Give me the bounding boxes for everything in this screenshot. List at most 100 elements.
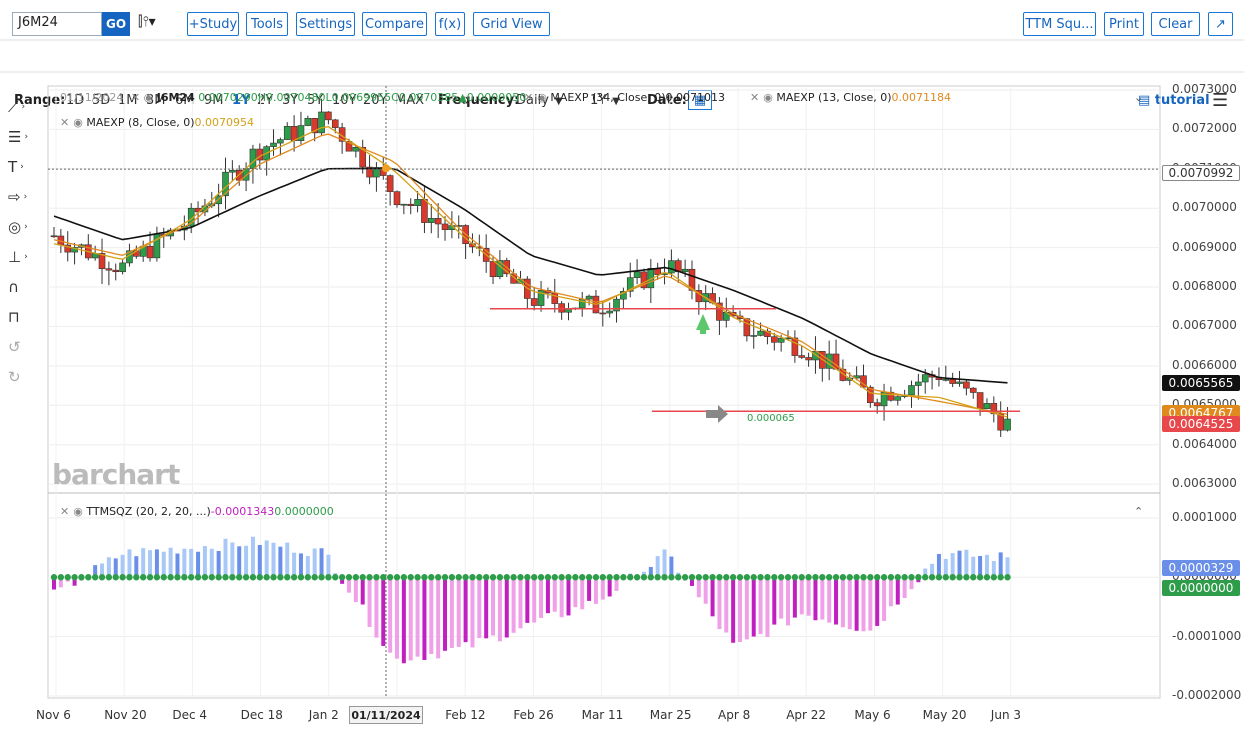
candle: [283, 126, 291, 140]
squeeze-dot: [867, 574, 874, 581]
redo-icon[interactable]: ↻: [8, 368, 21, 386]
close-icon[interactable]: ✕: [524, 91, 534, 104]
period-select[interactable]: 1Y ▼: [590, 93, 620, 108]
candle: [331, 119, 339, 128]
candlestick-icon[interactable]: ⫿⫯▾: [138, 14, 156, 30]
range-3m[interactable]: 3M: [146, 93, 166, 108]
magnet-icon[interactable]: ∩: [8, 278, 19, 296]
x-tick-label: May 20: [922, 708, 967, 722]
candle: [606, 310, 613, 314]
range-1m[interactable]: 1M: [118, 93, 138, 108]
histogram-bar: [765, 577, 770, 638]
eye-icon[interactable]: ◉: [763, 91, 777, 104]
close-icon[interactable]: ✕: [60, 505, 70, 518]
expand-icon[interactable]: ↗: [1208, 12, 1233, 36]
squeeze-dot: [894, 574, 901, 581]
arrow-tool-icon[interactable]: ⇨ ›: [8, 188, 28, 206]
squeeze-dot: [421, 574, 428, 581]
fx-button[interactable]: f(x): [435, 12, 465, 36]
print-button[interactable]: Print: [1104, 12, 1144, 36]
range-9m[interactable]: 9M: [204, 93, 224, 108]
clear-button[interactable]: Clear: [1151, 12, 1200, 36]
settings-button[interactable]: Settings: [296, 12, 355, 36]
close-icon[interactable]: ✕: [60, 116, 70, 129]
ttm-squeeze-button[interactable]: TTM Squ...: [1023, 12, 1096, 36]
measure-tool-icon[interactable]: ⊥ ›: [8, 248, 28, 266]
calendar-icon[interactable]: ▦: [688, 90, 712, 110]
symbol-input[interactable]: J6M24: [12, 12, 102, 36]
histogram-bar: [813, 577, 818, 621]
squeeze-dot: [441, 574, 449, 581]
histogram-bar: [875, 577, 880, 626]
range-3y[interactable]: 3Y: [282, 93, 299, 108]
eye-icon[interactable]: ◉: [73, 116, 87, 129]
squeeze-dot: [846, 574, 853, 581]
expand-chevron-icon[interactable]: ⌃: [1134, 505, 1144, 518]
squeeze-dot: [201, 574, 209, 581]
candle: [421, 199, 428, 223]
candle: [304, 118, 312, 126]
eye-icon[interactable]: ◉: [143, 91, 154, 104]
histogram-bar: [950, 553, 955, 578]
squeeze-dot: [160, 574, 167, 581]
candle: [969, 387, 977, 393]
close-icon[interactable]: ✕: [750, 91, 760, 104]
candle: [716, 302, 723, 321]
frequency-select[interactable]: Daily ▼: [516, 93, 563, 108]
candle: [976, 392, 984, 410]
range-20y[interactable]: 20Y: [363, 93, 388, 108]
range-10y[interactable]: 10Y: [332, 93, 357, 108]
histogram-bar: [250, 536, 255, 578]
candle: [359, 146, 367, 168]
range-5y[interactable]: 5Y: [307, 93, 324, 108]
tools-button[interactable]: Tools: [246, 12, 288, 36]
candle: [414, 199, 421, 206]
fib-tool-icon[interactable]: ☰ ›: [8, 128, 29, 146]
close-icon[interactable]: ✕: [130, 91, 141, 104]
collapse-chevron-icon[interactable]: ⌄: [1134, 91, 1144, 104]
range-1y[interactable]: 1Y: [232, 93, 251, 108]
study-button[interactable]: +Study: [187, 12, 239, 36]
candle: [873, 402, 881, 407]
range-5d[interactable]: 5D: [92, 93, 111, 108]
undo-icon[interactable]: ↺: [8, 338, 21, 356]
squeeze-dot: [208, 574, 215, 581]
candle: [1004, 418, 1011, 431]
shape-tool-icon[interactable]: ◎ ›: [8, 218, 28, 236]
tutorial-link[interactable]: ▤ tutorial: [1138, 93, 1210, 108]
squeeze-dot: [976, 574, 984, 581]
squeeze-dot: [750, 574, 757, 581]
go-button[interactable]: GO: [102, 12, 130, 36]
squeeze-dot: [188, 574, 195, 581]
text-tool-icon[interactable]: T ›: [8, 158, 24, 176]
candle: [908, 385, 915, 396]
eye-icon[interactable]: ◉: [537, 91, 551, 104]
range-6m[interactable]: 6M: [175, 93, 195, 108]
lock-icon[interactable]: ⊓: [8, 308, 20, 326]
squeeze-dot: [860, 574, 867, 581]
candle: [599, 312, 607, 315]
grid-view-button[interactable]: Grid View: [473, 12, 550, 36]
legend-close: C0.0070385: [391, 91, 459, 104]
ma-line-2: [53, 126, 1008, 418]
up-arrow-icon: [696, 314, 710, 334]
squeeze-dot: [558, 574, 565, 581]
histogram-bar: [614, 577, 619, 591]
candle: [633, 271, 641, 278]
histogram-bar: [497, 577, 502, 642]
compare-button[interactable]: Compare: [362, 12, 427, 36]
histogram-bar: [909, 577, 914, 590]
ma34-name: MAEXP (34, Close, 0): [550, 91, 666, 104]
line-tool-icon[interactable]: ⟋ ›: [8, 98, 26, 116]
squeeze-dot: [887, 574, 895, 581]
eye-icon[interactable]: ◉: [73, 505, 87, 518]
squeeze-dot: [373, 574, 380, 581]
squeeze-dot: [983, 574, 991, 581]
histogram-bar: [525, 577, 530, 623]
histogram-bar: [936, 553, 941, 578]
range-1d[interactable]: 1D: [66, 93, 85, 108]
range-max[interactable]: MAX: [395, 93, 425, 108]
menu-icon[interactable]: ☰: [1212, 90, 1229, 111]
histogram-bar: [360, 577, 365, 605]
